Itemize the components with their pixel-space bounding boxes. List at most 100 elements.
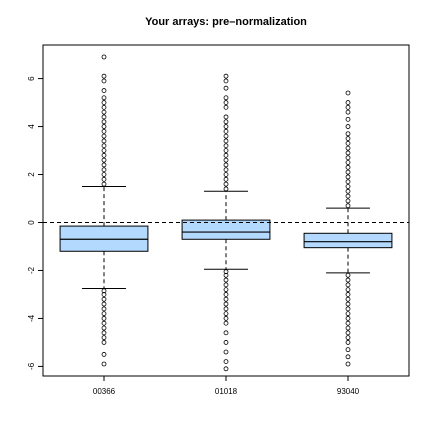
outlier-point	[345, 184, 351, 189]
outlier-point	[223, 282, 229, 288]
outlier-point	[101, 119, 107, 125]
outlier-point	[101, 109, 107, 115]
outlier-point	[223, 292, 229, 297]
outlier-point	[223, 114, 229, 120]
outlier-point	[101, 162, 107, 168]
box-group-93040	[303, 90, 393, 367]
outlier-point	[101, 306, 107, 312]
outlier-point	[223, 95, 229, 101]
outlier-point	[101, 148, 107, 153]
outlier-point	[345, 287, 351, 293]
outlier-point	[345, 150, 351, 156]
outlier-point	[101, 181, 107, 187]
outlier-point	[101, 124, 107, 129]
outlier-point	[345, 90, 351, 96]
outlier-point	[223, 330, 229, 336]
outlier-point	[101, 104, 107, 110]
outlier-point	[101, 143, 107, 149]
boxes-layer	[59, 54, 393, 372]
outlier-point	[345, 131, 351, 137]
y-tick-label: 0	[27, 220, 36, 225]
outlier-point	[223, 349, 229, 355]
outlier-point	[223, 186, 229, 192]
outlier-point	[101, 288, 107, 294]
y-axis: -6 -4 -2 0 2 4 6	[27, 76, 43, 370]
outlier-point	[345, 277, 351, 283]
outlier-point	[101, 292, 107, 297]
y-tick-label: 6	[27, 76, 36, 81]
outlier-point	[345, 188, 351, 194]
outlier-point	[223, 138, 229, 144]
outlier-point	[223, 320, 229, 326]
outlier-point	[223, 162, 229, 168]
outlier-point	[101, 316, 107, 321]
y-tick-label: -6	[27, 362, 36, 370]
y-tick-label: 4	[27, 124, 36, 129]
outlier-point	[101, 88, 107, 93]
outlier-point	[101, 78, 107, 84]
outlier-point	[223, 104, 229, 110]
outlier-point	[223, 167, 229, 173]
outlier-point	[223, 272, 229, 278]
outlier-point	[101, 138, 107, 144]
outlier-point	[345, 272, 351, 278]
outlier-point	[223, 119, 229, 125]
box-iqr	[181, 219, 271, 240]
outlier-point	[101, 152, 107, 158]
outlier-point	[345, 335, 351, 341]
outlier-point	[223, 100, 229, 105]
outlier-point	[345, 100, 351, 105]
outlier-point	[223, 287, 229, 293]
outlier-point	[101, 301, 107, 307]
outlier-point	[345, 155, 351, 161]
outlier-point	[345, 193, 351, 199]
outlier-point	[345, 296, 351, 302]
outlier-point	[345, 320, 351, 326]
outlier-point	[345, 174, 351, 180]
outlier-point	[345, 301, 351, 307]
outlier-point	[101, 340, 107, 345]
outlier-point	[345, 140, 351, 146]
outlier-point	[345, 203, 351, 209]
outlier-point	[101, 114, 107, 120]
outlier-point	[223, 306, 229, 312]
outlier-point	[345, 316, 351, 321]
outlier-point	[345, 116, 351, 122]
outlier-point	[223, 269, 229, 275]
outlier-point	[223, 124, 229, 129]
outlier-point	[101, 95, 107, 101]
outlier-point	[345, 164, 351, 170]
outlier-point	[223, 340, 229, 345]
outlier-point	[345, 361, 351, 367]
outlier-point	[101, 157, 107, 163]
outlier-point	[345, 306, 351, 312]
y-tick-label: 2	[27, 172, 36, 177]
outlier-point	[223, 277, 229, 283]
outlier-point	[223, 73, 229, 79]
outlier-point	[223, 316, 229, 321]
outlier-point	[345, 104, 351, 110]
outlier-point	[223, 148, 229, 153]
outlier-point	[223, 78, 229, 84]
outlier-point	[223, 366, 229, 372]
outlier-point	[345, 354, 351, 360]
outlier-point	[345, 179, 351, 185]
box-group-00366	[59, 54, 149, 367]
outlier-point	[101, 311, 107, 317]
outlier-point	[223, 181, 229, 187]
outlier-point	[345, 169, 351, 175]
outlier-point	[345, 340, 351, 345]
outlier-point	[223, 143, 229, 149]
outlier-point	[101, 352, 107, 357]
outlier-point	[101, 73, 107, 79]
outlier-point	[345, 145, 351, 151]
outlier-point	[101, 330, 107, 336]
box-iqr	[303, 232, 393, 249]
x-category-label: 93040	[337, 387, 360, 396]
outlier-point	[101, 100, 107, 105]
box-group-01018	[181, 73, 271, 372]
outlier-point	[345, 124, 351, 129]
outlier-point	[223, 296, 229, 302]
outlier-point	[223, 128, 229, 134]
